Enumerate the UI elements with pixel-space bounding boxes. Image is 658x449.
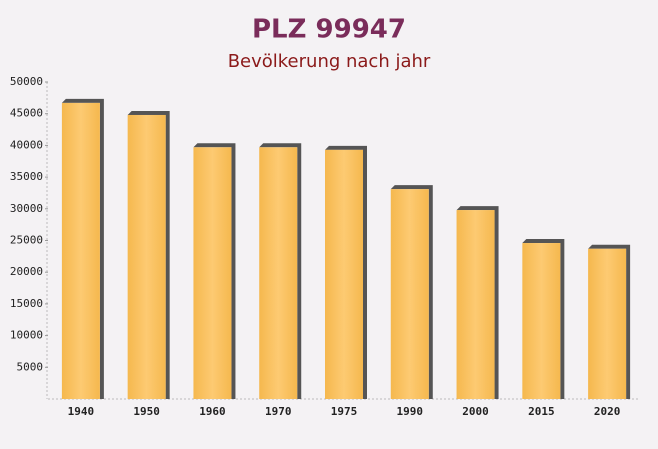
bar (193, 147, 232, 399)
bar (522, 243, 561, 399)
bar (127, 114, 166, 399)
bar (456, 210, 495, 399)
chart-title: PLZ 99947 (252, 15, 406, 45)
y-tick-label: 10000 (10, 329, 43, 342)
x-tick-label: 1975 (331, 405, 358, 418)
bar (325, 149, 363, 399)
y-tick-label: 40000 (10, 138, 43, 151)
bar (588, 248, 627, 399)
bar (390, 189, 429, 399)
x-tick-label: 1950 (133, 405, 160, 418)
bar (61, 102, 100, 399)
y-tick-label: 25000 (10, 234, 43, 247)
y-tick-label: 35000 (10, 170, 43, 183)
y-tick-label: 15000 (10, 297, 43, 310)
x-tick-label: 2020 (594, 405, 621, 418)
bar (259, 147, 298, 399)
x-tick-label: 1960 (199, 405, 226, 418)
x-tick-label: 2015 (528, 405, 555, 418)
y-tick-label: 50000 (10, 75, 43, 88)
y-tick-label: 30000 (10, 202, 43, 215)
chart-subtitle: Bevölkerung nach jahr (228, 51, 431, 72)
x-tick-label: 2000 (462, 405, 489, 418)
x-tick-label: 1970 (265, 405, 292, 418)
x-tick-label: 1990 (397, 405, 424, 418)
y-tick-label: 45000 (10, 107, 43, 120)
y-tick-label: 5000 (17, 360, 44, 373)
y-tick-label: 20000 (10, 265, 43, 278)
x-tick-label: 1940 (68, 405, 95, 418)
